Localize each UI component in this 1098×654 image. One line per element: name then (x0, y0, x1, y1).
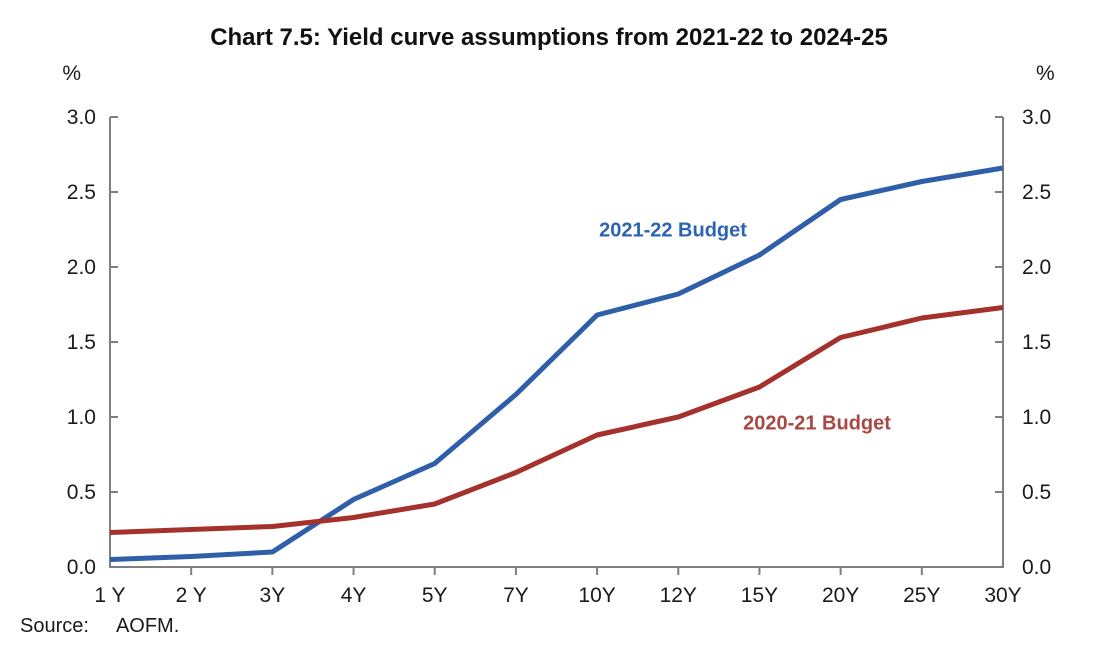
series-label-2020-21-budget: 2020-21 Budget (743, 412, 891, 435)
y-axis-label-left: 1.0 (67, 406, 96, 429)
x-axis-label: 12Y (660, 584, 697, 607)
series-line-2020-21-budget (109, 305, 1004, 535)
x-axis-label: 20Y (822, 584, 859, 607)
y-axis-unit-left: % (62, 62, 81, 85)
x-axis-label: 2 Y (176, 584, 207, 607)
y-axis-label-left: 0.0 (67, 556, 96, 579)
y-axis-label-right: 1.5 (1022, 331, 1051, 354)
y-axis-label-left: 1.5 (67, 331, 96, 354)
source-value: AOFM. (115, 615, 180, 637)
x-axis-label: 1 Y (94, 584, 125, 607)
x-axis-label: 7Y (503, 584, 529, 607)
series-label-2021-22-budget: 2021-22 Budget (599, 219, 747, 242)
x-axis-label: 10Y (578, 584, 615, 607)
x-axis-label: 30Y (984, 584, 1021, 607)
y-axis-label-left: 0.5 (67, 481, 96, 504)
y-axis-label-right: 1.0 (1022, 406, 1051, 429)
x-axis-label: 15Y (741, 584, 778, 607)
y-axis-label-right: 3.0 (1022, 106, 1051, 129)
y-axis-label-right: 0.5 (1022, 481, 1051, 504)
y-axis-label-right: 2.0 (1022, 256, 1051, 279)
y-axis-unit-right: % (1036, 62, 1055, 85)
x-axis-label: 4Y (341, 584, 367, 607)
x-axis-label: 5Y (422, 584, 448, 607)
y-axis-label-right: 2.5 (1022, 181, 1051, 204)
x-axis-label: 3Y (260, 584, 286, 607)
y-axis-label-left: 2.0 (67, 256, 96, 279)
source-label: Source: (20, 615, 89, 637)
y-axis-label-left: 3.0 (67, 106, 96, 129)
x-axis-label: 25Y (903, 584, 940, 607)
y-axis-label-left: 2.5 (67, 181, 96, 204)
y-axis-label-right: 0.0 (1022, 556, 1051, 579)
series-line-2021-22-budget (109, 165, 1004, 562)
chart-title: Chart 7.5: Yield curve assumptions from … (210, 24, 888, 51)
source-line: Source: AOFM. (20, 615, 179, 638)
